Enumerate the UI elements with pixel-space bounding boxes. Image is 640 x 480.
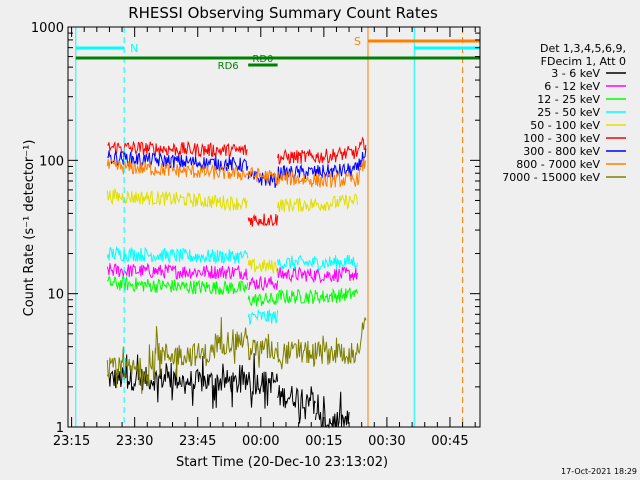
y-axis-label: Count Rate (s⁻¹ detector⁻¹) xyxy=(22,140,37,317)
series-line xyxy=(247,292,278,307)
series-line xyxy=(247,213,279,227)
series-line xyxy=(106,245,249,265)
series-line xyxy=(107,140,248,158)
series-line xyxy=(106,262,248,281)
series-line xyxy=(277,254,358,271)
series-line xyxy=(155,326,215,378)
night-bar-label: N xyxy=(130,42,138,55)
series-line xyxy=(277,266,358,284)
series-line xyxy=(314,391,350,429)
legend-entry-label: 100 - 300 keV xyxy=(523,132,600,145)
series-line xyxy=(106,344,156,394)
series-line xyxy=(106,187,249,212)
y-tick-label: 10 xyxy=(47,288,64,303)
x-tick-label: 23:45 xyxy=(179,434,216,449)
footer-timestamp: 17-Oct-2021 18:29 xyxy=(561,467,637,476)
series-line xyxy=(107,149,249,173)
series-line xyxy=(277,385,316,424)
legend-entry-label: 12 - 25 keV xyxy=(537,93,600,106)
series-line xyxy=(247,308,279,326)
decimation-bar-label: RD0 xyxy=(252,54,273,65)
x-tick-label: 00:45 xyxy=(431,434,468,449)
series-line xyxy=(106,157,366,189)
decimation-bar-label: RD6 xyxy=(218,61,239,72)
series-line xyxy=(277,136,367,165)
legend-entry-label: 50 - 100 keV xyxy=(530,119,600,132)
x-tick-label: 23:30 xyxy=(116,434,153,449)
saa-bar-label: S xyxy=(354,35,361,48)
data-layer xyxy=(106,136,367,429)
x-tick-label: 00:30 xyxy=(368,434,405,449)
legend-entry-label: 800 - 7000 keV xyxy=(516,158,600,171)
series-line xyxy=(277,287,358,305)
annotation-layer: N S RD0 RD6 xyxy=(75,27,480,427)
legend: Det 1,3,4,5,6,9,FDecim 1, Att 03 - 6 keV… xyxy=(502,42,626,184)
y-tick-label: 1000 xyxy=(31,21,64,36)
series-line xyxy=(247,333,279,368)
legend-entry-label: 6 - 12 keV xyxy=(544,80,600,93)
x-tick-label: 00:00 xyxy=(242,434,279,449)
series-line xyxy=(106,275,249,296)
plot-frame xyxy=(67,26,481,428)
chart-title: RHESSI Observing Summary Count Rates xyxy=(128,4,438,22)
x-tick-label: 23:15 xyxy=(53,434,90,449)
legend-title: FDecim 1, Att 0 xyxy=(541,55,626,68)
x-tick-label: 00:15 xyxy=(305,434,342,449)
axis-ticks: 1 10 100 1000 23:15 23:30 23:45 00:00 00:15 00:30… xyxy=(31,21,480,449)
series-line xyxy=(248,275,279,292)
legend-entry-label: 25 - 50 keV xyxy=(537,106,600,119)
series-line xyxy=(214,317,249,364)
series-line xyxy=(277,193,358,213)
series-line xyxy=(277,317,367,370)
legend-entry-label: 3 - 6 keV xyxy=(551,67,600,80)
legend-entry-label: 300 - 800 keV xyxy=(523,145,600,158)
series-line xyxy=(230,353,279,409)
legend-entry-label: 7000 - 15000 keV xyxy=(502,171,600,184)
y-tick-label: 1 xyxy=(56,421,64,436)
x-axis-label: Start Time (20-Dec-10 23:13:02) xyxy=(176,455,388,470)
series-line xyxy=(180,355,232,409)
y-tick-label: 100 xyxy=(39,154,64,169)
series-line xyxy=(247,257,278,274)
legend-title: Det 1,3,4,5,6,9, xyxy=(540,42,626,55)
